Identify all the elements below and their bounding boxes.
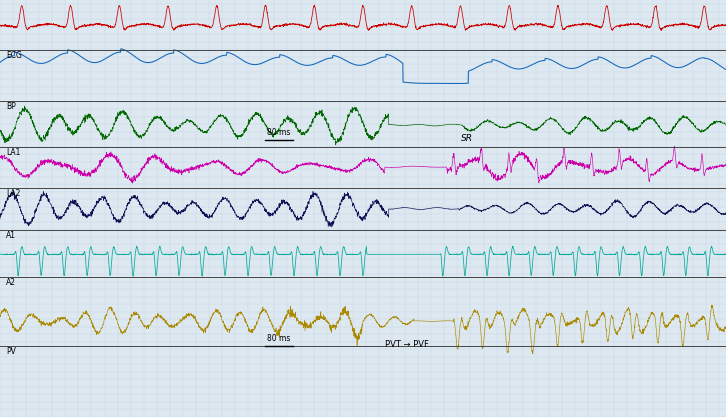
Text: LA2: LA2 xyxy=(6,189,20,198)
Text: SR: SR xyxy=(461,134,473,143)
Text: A2: A2 xyxy=(6,278,16,287)
Text: PVT → PVF: PVT → PVF xyxy=(385,339,428,349)
Text: 80 ms: 80 ms xyxy=(267,128,290,137)
Text: A1: A1 xyxy=(6,231,16,240)
Text: PV: PV xyxy=(6,347,16,356)
Text: ECG: ECG xyxy=(6,51,22,60)
Text: LA1: LA1 xyxy=(6,148,20,157)
Text: BP: BP xyxy=(6,102,15,111)
Text: 80 ms: 80 ms xyxy=(267,334,290,343)
